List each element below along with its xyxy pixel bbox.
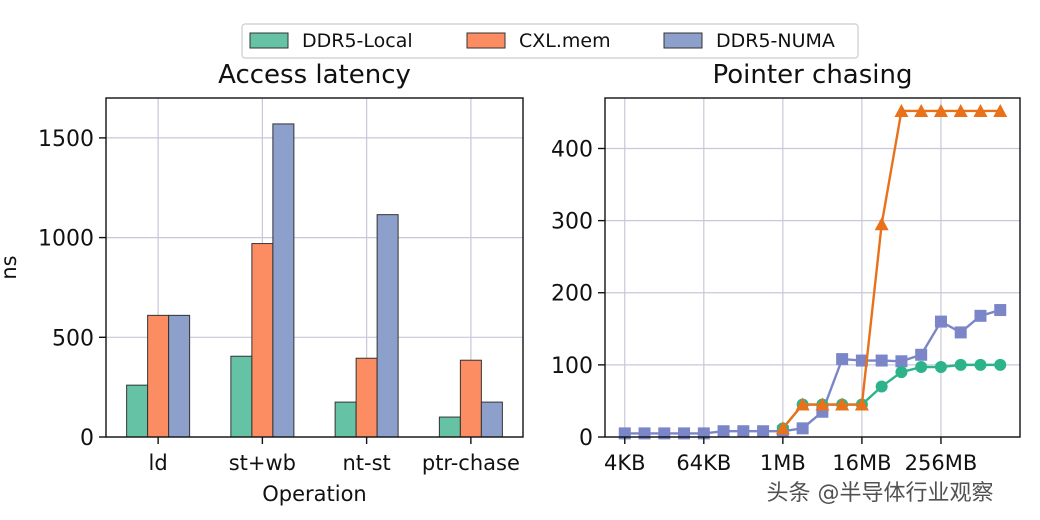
point-DDR5-NUMA-12 — [855, 354, 868, 367]
chart-title: Access latency — [218, 60, 411, 90]
legend-frame — [241, 23, 859, 59]
pointer-chasing-chart: 0 100 200 300 400 4KB 64KB 1MB 16MB 256MB Pointer … — [551, 60, 1021, 475]
point-DDR5-NUMA-9 — [796, 422, 809, 435]
legend-label-0: DDR5-Local — [302, 30, 413, 52]
chart-title: Pointer chasing — [713, 60, 913, 90]
y-tick-label-4: 400 — [551, 137, 593, 162]
bar-nt-st-CXL.mem — [355, 357, 378, 438]
point-DDR5-NUMA-17 — [954, 326, 967, 339]
x-tick-label-3: 16MB — [832, 451, 891, 475]
y-tick-label-3: 1500 — [38, 127, 94, 152]
x-axis-label: Operation — [262, 482, 367, 506]
point-DDR5-NUMA-5 — [717, 425, 730, 438]
x-tick-label-4: 256MB — [905, 451, 978, 475]
point-CXL.mem-9 — [953, 103, 968, 117]
y-tick-label-1: 100 — [551, 354, 593, 379]
legend-swatch-2 — [663, 32, 703, 49]
bar-nt-st-DDR5-NUMA — [376, 214, 399, 438]
plot-frame — [604, 97, 1021, 438]
point-DDR5-NUMA-14 — [895, 355, 908, 368]
x-tick-label-3: ptr-chase — [422, 451, 520, 475]
point-DDR5-NUMA-7 — [757, 425, 770, 438]
watermark: 头条 @半导体行业观察 — [767, 481, 994, 506]
bar-ld-DDR5-Local — [126, 384, 149, 438]
point-DDR5-NUMA-13 — [875, 354, 888, 367]
point-DDR5-NUMA-16 — [934, 315, 947, 328]
point-CXL.mem-6 — [894, 103, 909, 117]
bar-st+wb-CXL.mem — [251, 243, 274, 438]
point-CXL.mem-3 — [835, 397, 850, 411]
x-tick-label-2: nt-st — [342, 451, 390, 475]
point-DDR5-Local-5 — [875, 380, 888, 393]
y-tick-label-2: 1000 — [38, 227, 94, 252]
legend-label-1: CXL.mem — [519, 30, 611, 52]
point-CXL.mem-2 — [815, 397, 830, 411]
legend-label-2: DDR5-NUMA — [716, 30, 835, 52]
point-CXL.mem-1 — [795, 397, 810, 411]
y-tick-label-3: 300 — [551, 210, 593, 235]
x-tick-label-1: st+wb — [229, 451, 296, 475]
point-DDR5-NUMA-6 — [737, 425, 750, 438]
point-DDR5-Local-8 — [934, 361, 947, 374]
point-CXL.mem-11 — [993, 103, 1008, 117]
point-DDR5-Local-11 — [994, 358, 1007, 371]
y-tick-label-1: 500 — [52, 326, 94, 351]
legend-swatch-0 — [249, 32, 289, 49]
x-tick-label-0: 4KB — [604, 451, 646, 475]
point-DDR5-NUMA-11 — [836, 353, 849, 366]
bar-ptr-chase-DDR5-Local — [438, 416, 461, 438]
y-tick-label-0: 0 — [579, 426, 593, 451]
point-DDR5-Local-6 — [895, 366, 908, 379]
bar-ld-CXL.mem — [147, 314, 170, 438]
bar-ptr-chase-DDR5-NUMA — [480, 401, 503, 438]
point-DDR5-Local-7 — [915, 361, 928, 374]
x-tick-label-1: 64KB — [676, 451, 731, 475]
bar-ld-DDR5-NUMA — [168, 314, 191, 438]
y-tick-label-0: 0 — [80, 426, 94, 451]
point-DDR5-NUMA-18 — [974, 309, 987, 322]
access-latency-chart: 0 500 1000 1500 ld st+wb nt-st ptr-chase Access … — [0, 60, 524, 506]
bar-st+wb-DDR5-NUMA — [272, 123, 295, 438]
legend: DDR5-Local CXL.mem DDR5-NUMA — [241, 23, 859, 59]
bar-nt-st-DDR5-Local — [334, 401, 357, 438]
point-CXL.mem-8 — [933, 103, 948, 117]
point-DDR5-Local-10 — [974, 358, 987, 371]
y-axis-label: ns — [0, 255, 21, 279]
legend-swatch-1 — [466, 32, 506, 49]
plot-frame — [105, 97, 524, 438]
point-CXL.mem-4 — [854, 397, 869, 411]
point-CXL.mem-5 — [874, 217, 889, 231]
point-DDR5-Local-9 — [954, 358, 967, 371]
point-CXL.mem-10 — [973, 103, 988, 117]
point-CXL.mem-0 — [775, 421, 790, 435]
y-tick-label-2: 200 — [551, 282, 593, 307]
point-CXL.mem-7 — [914, 103, 929, 117]
x-tick-label-0: ld — [149, 451, 168, 475]
point-DDR5-NUMA-19 — [994, 304, 1007, 317]
bar-st+wb-DDR5-Local — [230, 355, 253, 438]
bar-ptr-chase-CXL.mem — [459, 359, 482, 438]
point-DDR5-NUMA-15 — [915, 348, 928, 361]
x-tick-label-2: 1MB — [760, 451, 806, 475]
